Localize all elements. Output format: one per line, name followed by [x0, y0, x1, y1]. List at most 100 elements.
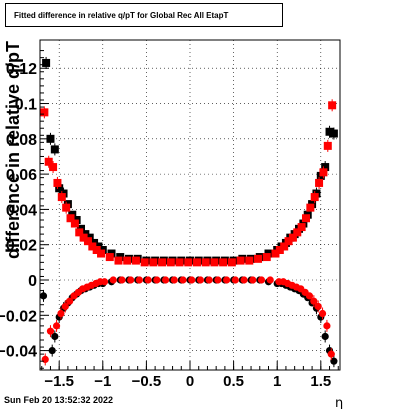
data-point-square: [227, 258, 236, 267]
data-point-square: [262, 253, 271, 262]
data-point-square: [201, 258, 210, 267]
data-point-square: [97, 249, 106, 258]
x-tick-label: −0.5: [132, 373, 162, 390]
data-point-square: [175, 258, 184, 267]
data-point-circle: [330, 357, 338, 365]
data-point-circle: [266, 276, 274, 284]
data-point-square: [310, 193, 319, 202]
data-point-circle: [321, 332, 329, 341]
data-point-square: [92, 246, 101, 254]
data-point-circle: [118, 276, 126, 284]
data-point-circle: [41, 355, 49, 364]
data-point-square: [280, 242, 289, 251]
y-tick-label: 0.02: [6, 238, 37, 255]
data-point-circle: [257, 276, 266, 284]
data-point-circle: [318, 309, 327, 318]
x-axis-label: η: [335, 396, 343, 409]
data-point-square: [166, 258, 175, 267]
data-point-circle: [196, 276, 205, 284]
data-point-square: [323, 141, 332, 150]
data-point-square: [46, 134, 55, 143]
data-point-circle: [153, 276, 161, 284]
data-point-square: [40, 108, 49, 117]
x-tick-label: −1: [94, 373, 111, 390]
data-point-square: [149, 258, 158, 267]
axis-tick-labels: −1.5 −1 −0.5 0 0.5 1 1.5 −0.04 −0.02 0 0.02 0.04 0.0…: [0, 61, 331, 390]
y-tick-label: 0.08: [6, 132, 37, 149]
data-point-circle: [127, 276, 135, 284]
data-point-square: [88, 242, 97, 251]
data-point-square: [57, 193, 66, 202]
data-point-square: [62, 203, 71, 212]
data-point-circle: [231, 276, 239, 284]
data-point-square: [321, 163, 330, 172]
data-point-square: [131, 256, 140, 265]
data-point-circle: [57, 309, 65, 318]
data-point-square: [297, 223, 306, 232]
data-point-circle: [179, 276, 187, 284]
data-point-circle: [214, 276, 222, 284]
data-point-circle: [100, 278, 109, 286]
data-point-circle: [305, 292, 314, 300]
data-point-square: [319, 168, 328, 177]
data-point-square: [328, 101, 337, 110]
x-tick-label: 0: [186, 373, 194, 390]
y-tick-label: −0.02: [0, 308, 37, 325]
data-point-square: [329, 129, 338, 138]
y-tick-label: 0.06: [6, 167, 37, 184]
y-tick-label: 0: [28, 273, 37, 290]
data-point-square: [219, 258, 228, 267]
y-tick-label: 0.04: [6, 202, 37, 219]
data-point-square: [210, 258, 219, 267]
data-point-square: [123, 256, 132, 265]
data-point-circle: [52, 322, 61, 330]
data-point-square: [306, 203, 315, 212]
data-point-circle: [66, 297, 74, 305]
data-point-circle: [135, 276, 144, 284]
data-point-square: [301, 214, 310, 223]
data-point-square: [254, 254, 263, 263]
data-point-circle: [51, 332, 59, 341]
data-point-circle: [314, 302, 322, 311]
y-tick-label: 0.12: [6, 61, 37, 78]
timestamp: Sun Feb 20 13:52:32 2022: [4, 395, 114, 405]
data-point-square: [49, 163, 58, 172]
chart-title-box: Fitted difference in relative q/pT for G…: [5, 3, 283, 27]
x-tick-label: 1.5: [310, 373, 331, 390]
data-point-square: [158, 258, 167, 267]
y-tick-label: −0.04: [0, 344, 37, 361]
data-point-square: [70, 219, 79, 228]
data-point-square: [192, 258, 201, 267]
data-point-square: [53, 178, 62, 187]
data-point-circle: [323, 322, 331, 330]
data-point-square: [83, 237, 92, 246]
data-point-square: [66, 214, 75, 223]
data-point-square: [275, 246, 284, 254]
data-point-square: [79, 233, 88, 242]
data-point-square: [284, 237, 293, 246]
data-point-circle: [46, 327, 55, 335]
data-point-square: [236, 256, 245, 265]
y-tick-label: 0.1: [15, 97, 37, 114]
data-point-circle: [223, 276, 231, 284]
data-point-square: [114, 256, 123, 265]
data-point-square: [55, 184, 64, 193]
x-tick-label: 0.5: [223, 373, 244, 390]
y-axis-label: difference in relative q/pT: [3, 41, 23, 259]
data-point-square: [245, 256, 254, 265]
data-point-circle: [109, 276, 117, 284]
data-point-square: [315, 178, 324, 187]
chart-title: Fitted difference in relative q/pT for G…: [14, 11, 229, 20]
data-point-square: [42, 58, 51, 67]
data-point-circle: [48, 346, 56, 355]
data-point-square: [325, 127, 334, 136]
data-point-circle: [249, 276, 257, 284]
data-markers: [39, 56, 338, 368]
x-tick-label: 1: [273, 373, 281, 390]
data-point-square: [75, 228, 84, 237]
data-point-square: [184, 258, 193, 267]
data-point-square: [105, 253, 114, 262]
data-point-square: [50, 145, 59, 154]
data-point-circle: [205, 276, 213, 284]
